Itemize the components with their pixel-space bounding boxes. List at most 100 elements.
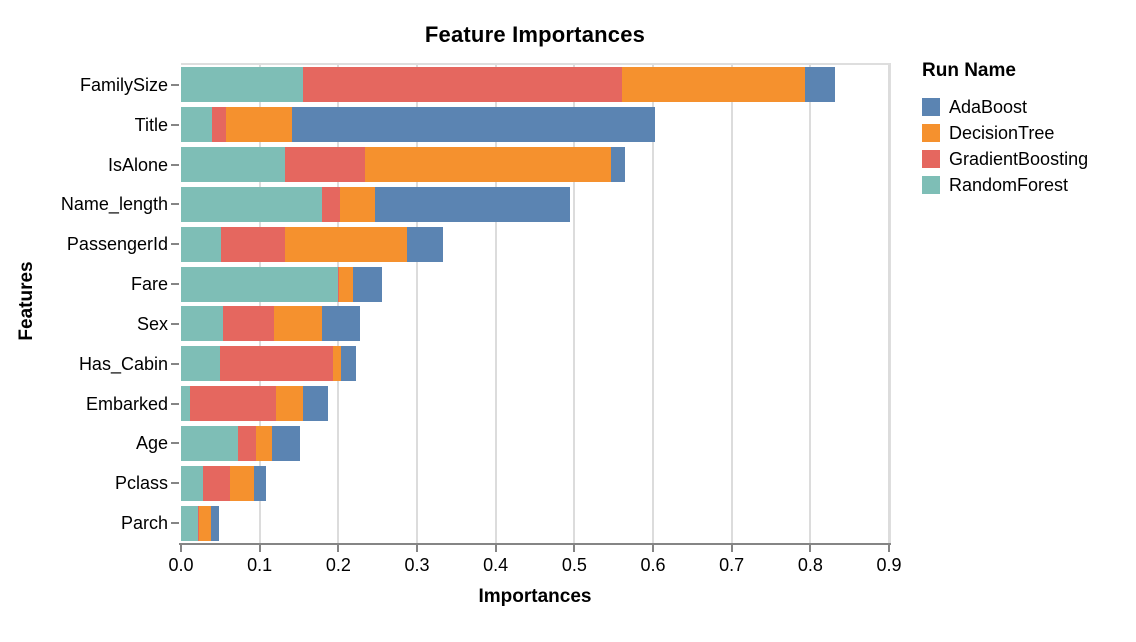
y-tick-label: Sex [136, 313, 168, 334]
bar-segment-decisiontree-sex [273, 306, 322, 342]
bar-segment-decisiontree-title [225, 107, 292, 143]
x-tick-mark [337, 545, 340, 552]
y-tick-label: Embarked [85, 393, 168, 414]
y-tick-mark [171, 243, 179, 246]
bar-segment-decisiontree-has_cabin [332, 346, 341, 382]
bar-segment-randomforest-familysize [181, 67, 303, 103]
y-tick-label: IsAlone [107, 154, 168, 175]
legend-item-decisiontree: DecisionTree [922, 120, 1088, 146]
legend: Run Name AdaBoost DecisionTree GradientBoo… [922, 60, 1088, 198]
x-tick-label: 0.6 [640, 555, 666, 575]
legend-item-label: GradientBoosting [949, 149, 1089, 169]
bar-segment-randomforest-title [181, 107, 212, 143]
bar-segment-randomforest-embarked [181, 386, 191, 422]
legend-item-label: DecisionTree [949, 123, 1055, 143]
x-axis-line [179, 543, 891, 545]
y-tick-mark [171, 522, 179, 525]
legend-item-adaboost: AdaBoost [922, 94, 1088, 120]
bar-segment-adaboost-embarked [302, 386, 329, 422]
y-tick-label: Has_Cabin [78, 353, 168, 374]
bar-segment-adaboost-has_cabin [340, 346, 357, 382]
bar-segment-adaboost-isalone [611, 147, 626, 183]
bar-segment-decisiontree-isalone [365, 147, 612, 183]
gridline [809, 65, 812, 543]
bar-segment-gradientboosting-isalone [284, 147, 366, 183]
x-tick-label: 0.0 [168, 555, 194, 575]
bar-segment-gradientboosting-familysize [302, 67, 622, 103]
bar-segment-gradientboosting-title [211, 107, 226, 143]
gridline [730, 65, 733, 543]
y-tick-label: Name_length [60, 194, 168, 215]
x-tick-label: 0.9 [876, 555, 902, 575]
legend-swatch-icon [922, 150, 940, 168]
y-tick-label: Fare [130, 274, 168, 295]
bar-segment-randomforest-isalone [181, 147, 285, 183]
y-tick-label: Title [134, 114, 168, 135]
y-tick-mark [171, 402, 179, 405]
x-axis-title: Importances [478, 586, 592, 607]
x-tick-mark [730, 545, 733, 552]
y-tick-label: PassengerId [66, 234, 168, 255]
gridline [573, 65, 576, 543]
bar-segment-decisiontree-embarked [276, 386, 303, 422]
bar-segment-decisiontree-name_length [339, 186, 376, 222]
bar-segment-gradientboosting-has_cabin [220, 346, 333, 382]
bar-segment-adaboost-age [272, 425, 300, 461]
x-tick-label: 0.8 [797, 555, 823, 575]
gridline [652, 65, 654, 543]
bar-segment-adaboost-pclass [254, 465, 266, 501]
x-tick-label: 0.4 [483, 555, 509, 575]
y-axis-title: Features [16, 261, 37, 341]
gridline [888, 65, 890, 543]
x-tick-label: 0.7 [719, 555, 745, 575]
legend-swatch-icon [922, 124, 940, 142]
bar-segment-randomforest-name_length [181, 186, 322, 222]
y-tick-label: Parch [120, 513, 168, 534]
bar-segment-gradientboosting-parch [197, 505, 200, 541]
bar-segment-randomforest-passengerid [181, 226, 222, 262]
bar-segment-decisiontree-parch [199, 505, 211, 541]
gridline [258, 65, 261, 543]
x-tick-label: 0.3 [404, 555, 430, 575]
legend-item-label: RandomForest [949, 175, 1069, 195]
x-tick-mark [809, 545, 812, 552]
y-tick-label: Pclass [114, 473, 168, 494]
bar-segment-adaboost-parch [210, 505, 219, 541]
plot-area [181, 63, 891, 545]
x-tick-mark [573, 545, 576, 552]
x-tick-mark [180, 545, 182, 552]
x-tick-label: 0.1 [247, 555, 273, 575]
bar-segment-decisiontree-familysize [621, 67, 805, 103]
bar-segment-decisiontree-passengerid [284, 226, 407, 262]
bar-segment-gradientboosting-age [238, 425, 256, 461]
bar-segment-gradientboosting-fare [338, 266, 340, 302]
bar-segment-randomforest-sex [181, 306, 223, 342]
bar-segment-randomforest-pclass [181, 465, 204, 501]
bar-segment-adaboost-title [291, 107, 656, 143]
y-tick-mark [171, 482, 179, 485]
gridline [416, 65, 418, 543]
bar-segment-gradientboosting-name_length [321, 186, 340, 222]
legend-swatch-icon [922, 98, 940, 116]
y-tick-mark [171, 362, 179, 365]
bar-segment-decisiontree-fare [339, 266, 354, 302]
bar-segment-randomforest-fare [181, 266, 339, 302]
bar-segment-adaboost-name_length [375, 186, 570, 222]
y-tick-mark [171, 163, 179, 166]
legend-item-label: AdaBoost [949, 97, 1028, 117]
y-tick-label: Age [135, 433, 168, 454]
chart-title: Feature Importances [424, 22, 646, 47]
y-tick-mark [171, 322, 179, 325]
y-tick-mark [171, 83, 179, 86]
bar-segment-decisiontree-pclass [229, 465, 255, 501]
gridline [337, 65, 340, 543]
x-tick-mark [494, 545, 497, 552]
bar-segment-gradientboosting-pclass [203, 465, 230, 501]
x-tick-label: 0.2 [325, 555, 351, 575]
bar-segment-adaboost-familysize [804, 67, 835, 103]
gridline [494, 65, 497, 543]
legend-item-gradientboosting: GradientBoosting [922, 146, 1088, 172]
x-tick-label: 0.5 [561, 555, 587, 575]
bar-segment-adaboost-sex [321, 306, 360, 342]
